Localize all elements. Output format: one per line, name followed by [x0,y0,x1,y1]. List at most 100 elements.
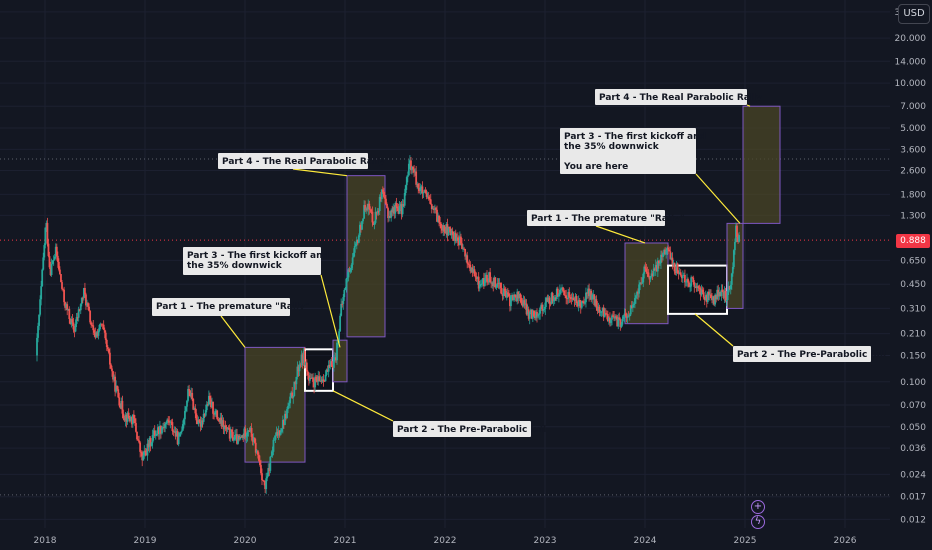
candle-body [238,435,240,440]
candle-body [398,206,401,214]
candle-body [713,296,715,305]
candle-body [72,322,75,330]
currency-button[interactable]: USD [898,4,930,24]
candle-body [517,291,520,299]
candle-body [671,257,674,265]
plus-icon[interactable]: + [751,500,765,514]
candle-body [714,294,717,305]
candle-body [656,260,659,272]
candle-body [505,292,508,298]
x-tick-label: 2021 [334,536,357,546]
candle-body [409,160,411,164]
annotation-text: Part 3 - The first kickoff and [187,251,329,261]
candle-body [456,237,459,241]
candle-body [443,225,446,232]
candle-body [557,294,560,297]
candle-body [573,299,576,301]
candle-body [50,263,53,276]
candle-body [98,324,101,331]
candle-body [390,210,393,218]
candle-body [100,324,103,326]
candle-body [678,272,681,274]
candle-body [159,425,161,435]
candle-body [329,361,332,367]
candle-body [80,297,83,305]
candle-body [157,427,160,435]
candle-body [428,198,431,200]
candle-body [66,304,69,311]
candle-body [375,212,378,214]
y-axis: 30.00020.00014.00010.0007.0005.0003.6002… [895,8,927,526]
candle-body [468,264,471,266]
candle-body [459,236,461,246]
candle-body [107,349,110,353]
candle-body [460,236,462,244]
candle-body [634,298,636,304]
candle-body [142,455,145,461]
candle-body [205,404,208,411]
candle-body [657,260,660,264]
candle-body [419,187,422,191]
candle-body [526,309,529,315]
candle-body [290,392,293,397]
candle-body [594,299,597,306]
candle-body [181,424,184,431]
candle-body [357,235,360,243]
candle-body [178,433,181,437]
candle-body [536,311,538,317]
candle-body [381,189,384,192]
candle-body [679,272,682,276]
candle-body [731,266,734,274]
candle-body [535,311,537,319]
candle-body [371,211,374,223]
candle-body [647,272,650,277]
candle-body [150,442,153,446]
candle-body [48,256,51,268]
candle-body [299,364,302,366]
candle-body [85,294,87,306]
candle-body [581,301,584,302]
candle-body [699,288,702,295]
candle-body [432,208,435,210]
candle-body [331,366,334,368]
candle-body [570,297,573,300]
candle-body [687,279,689,283]
candle-body [330,361,333,367]
y-tick-label: 0.036 [900,444,926,454]
candle-body [602,307,605,318]
candle-body [552,300,555,302]
flash-icon[interactable]: ϟ [751,515,765,529]
candle-body [617,317,620,327]
candle-body [310,377,312,379]
candle-body [614,316,617,319]
candle-body [431,208,434,210]
candle-body [520,297,523,304]
candle-body [128,417,131,421]
annotation-text: the 35% downwick [564,142,660,152]
candle-body [593,294,596,306]
candle-body [598,306,601,313]
candle-body [117,389,120,398]
candle-body [355,239,358,244]
candle-body [610,319,612,323]
candle-body [335,357,337,361]
annotation-text: You are here [563,162,628,172]
candle-body [135,423,137,432]
candle-body [253,437,256,443]
y-tick-label: 0.450 [900,280,926,290]
y-tick-label: 20.000 [895,34,927,44]
candle-body [127,412,130,418]
candle-body [691,277,694,279]
callout-line [746,104,751,107]
candle-body [462,248,464,250]
callout-line [292,168,348,177]
candle-body [563,290,565,296]
candle-body [705,295,708,302]
candle-body [252,437,255,442]
candle-body [478,284,481,289]
candle-body [362,218,364,222]
candle-body [307,375,310,381]
candle-body [461,243,463,250]
candle-body [531,310,534,319]
